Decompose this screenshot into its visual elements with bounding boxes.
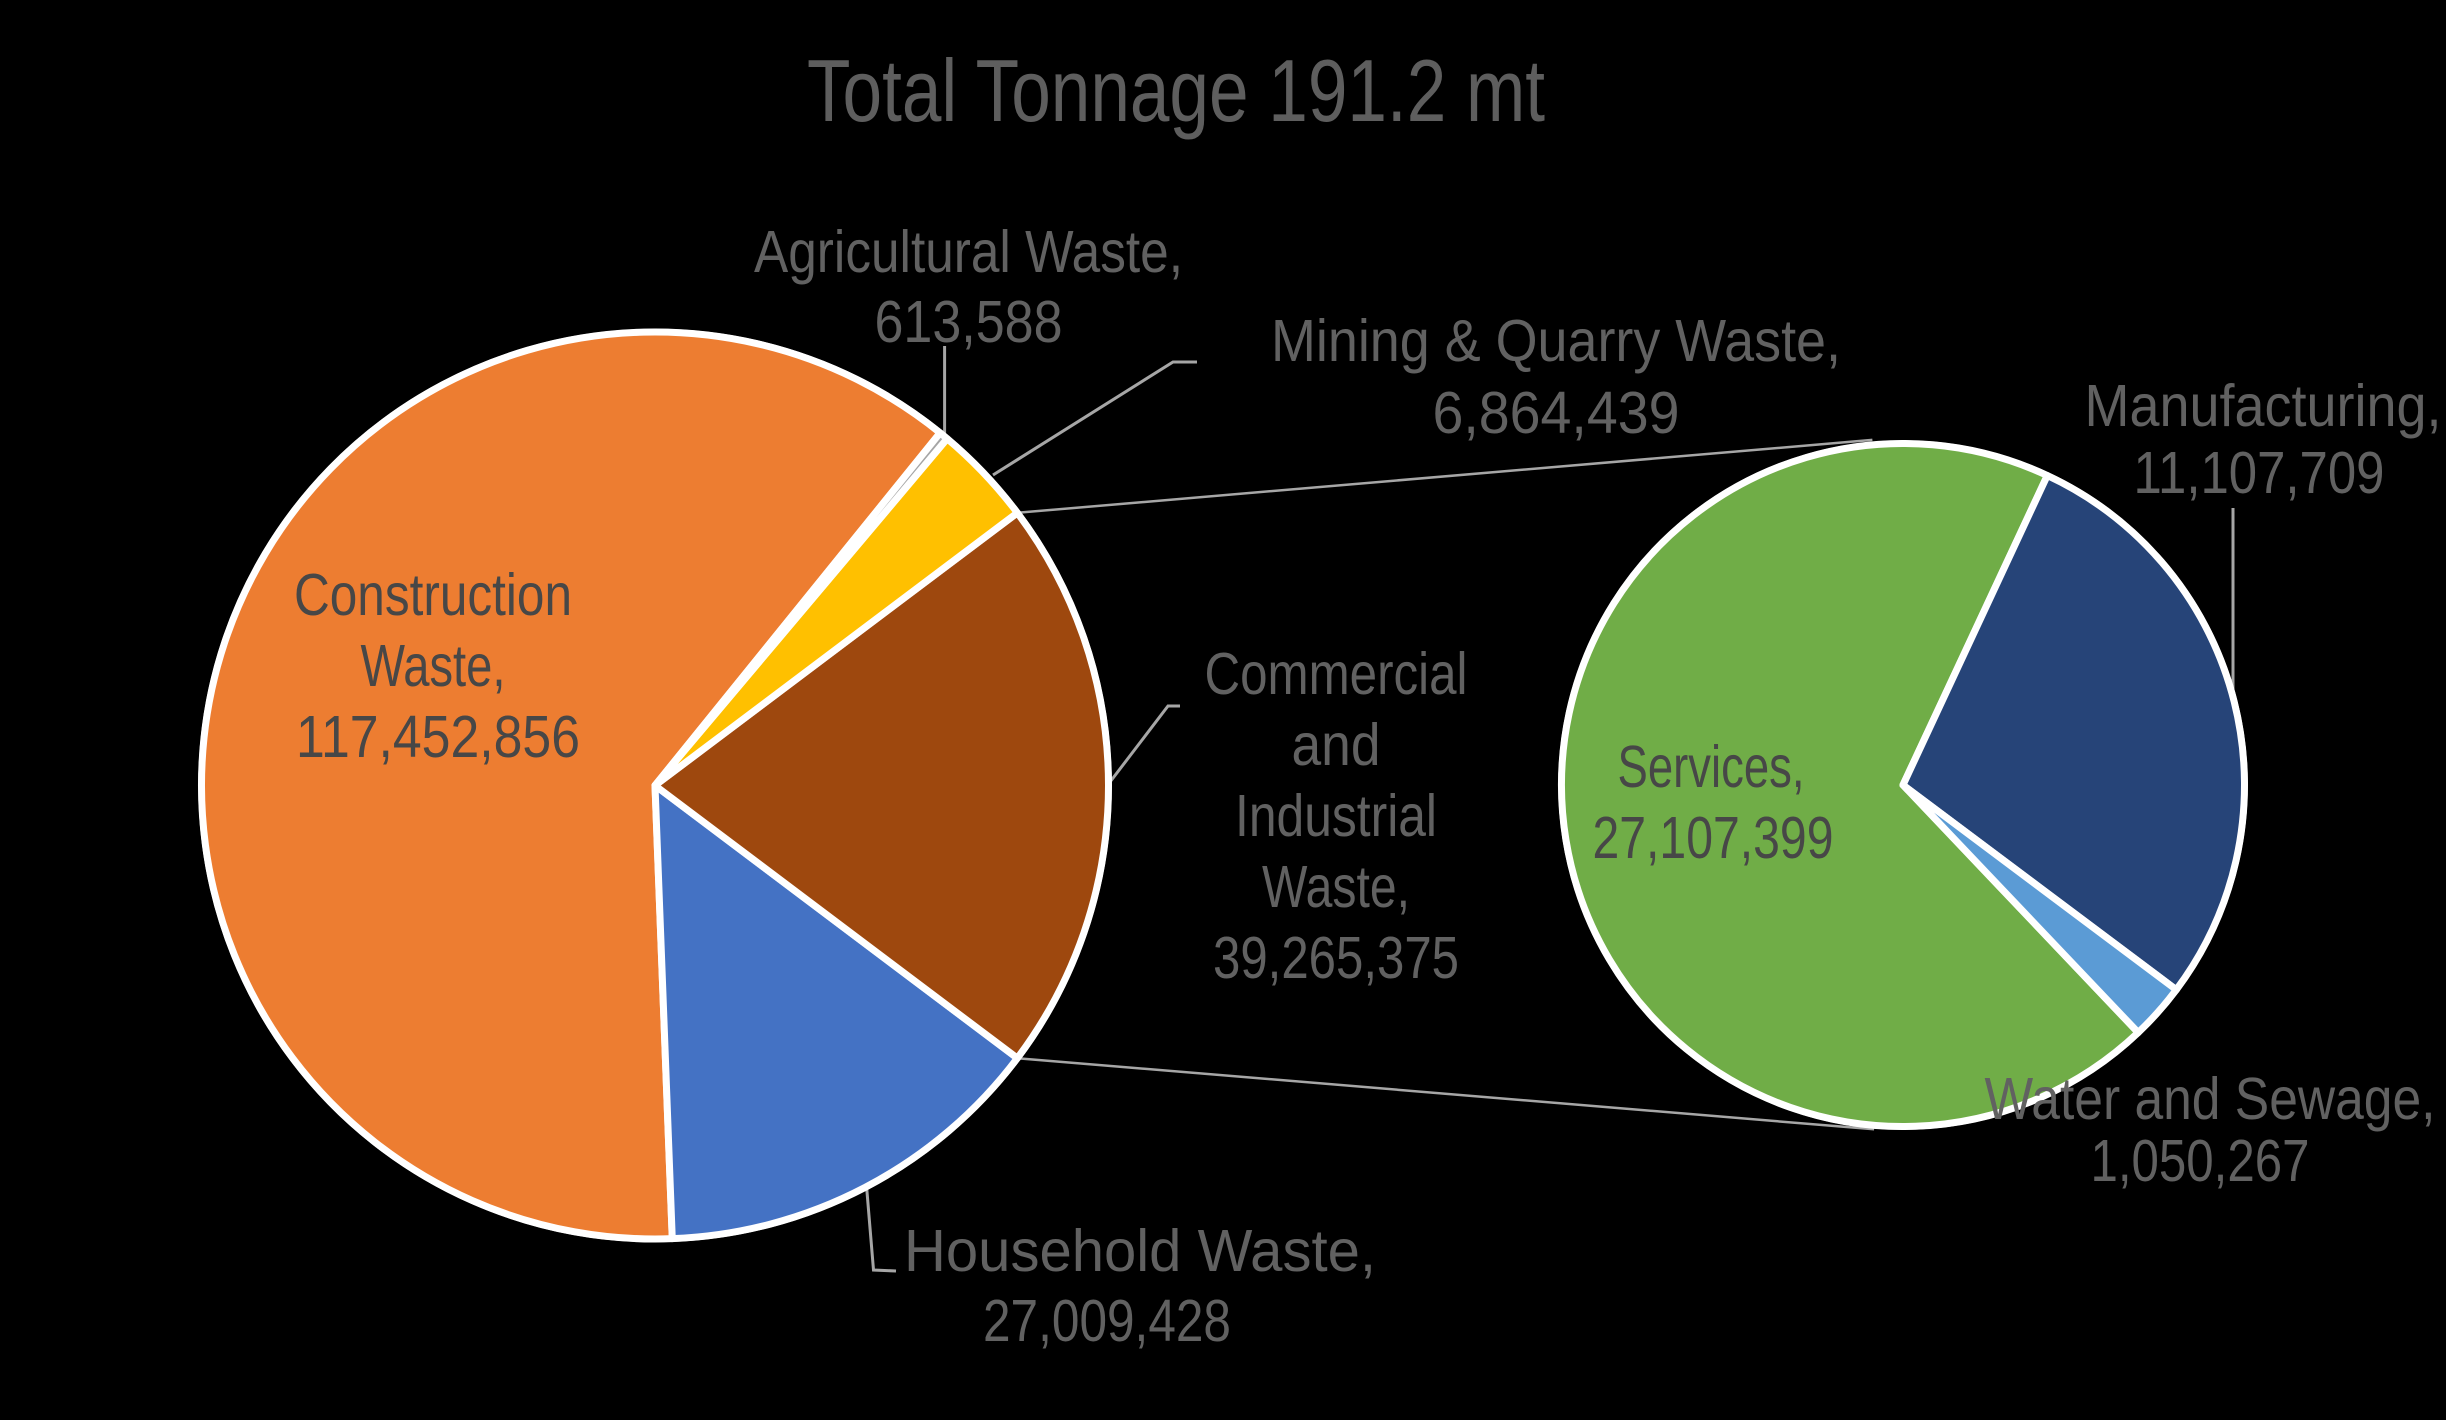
svg-text:Waste,: Waste, (1262, 854, 1410, 920)
svg-text:Waste,: Waste, (361, 633, 506, 699)
svg-text:117,452,856: 117,452,856 (296, 704, 580, 770)
svg-text:27,009,428: 27,009,428 (983, 1288, 1231, 1354)
svg-text:Household Waste,: Household Waste, (904, 1218, 1376, 1284)
svg-text:and: and (1292, 712, 1381, 778)
svg-text:613,588: 613,588 (875, 289, 1063, 355)
svg-text:6,864,439: 6,864,439 (1433, 380, 1680, 446)
svg-text:27,107,399: 27,107,399 (1593, 805, 1834, 871)
svg-text:11,107,709: 11,107,709 (2134, 440, 2385, 506)
svg-text:Total Tonnage 191.2 mt: Total Tonnage 191.2 mt (807, 41, 1545, 140)
svg-text:39,265,375: 39,265,375 (1213, 925, 1459, 991)
svg-text:Water and Sewage,: Water and Sewage, (1985, 1066, 2436, 1132)
svg-text:1,050,267: 1,050,267 (2091, 1128, 2310, 1194)
svg-text:Industrial: Industrial (1235, 783, 1437, 849)
svg-text:Agricultural Waste,: Agricultural Waste, (754, 219, 1183, 285)
svg-text:Manufacturing,: Manufacturing, (2085, 373, 2442, 439)
svg-text:Services,: Services, (1618, 734, 1805, 800)
svg-text:Construction: Construction (294, 562, 572, 628)
svg-text:Mining & Quarry Waste,: Mining & Quarry Waste, (1271, 308, 1841, 374)
svg-text:Commercial: Commercial (1205, 641, 1468, 707)
